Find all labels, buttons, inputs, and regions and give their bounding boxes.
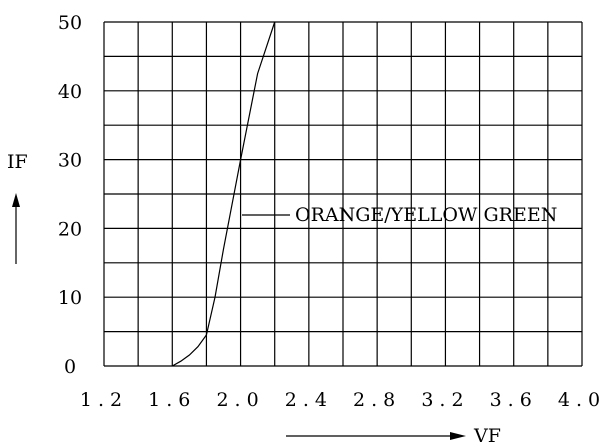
x-tick-label: 3.6 xyxy=(490,389,538,411)
x-tick-label: 1.6 xyxy=(148,389,196,411)
x-tick-label: 4.0 xyxy=(558,389,601,411)
y-tick-label: 0 xyxy=(64,356,76,378)
y-axis-arrow xyxy=(12,193,20,264)
y-tick-label: 40 xyxy=(58,81,82,103)
series-annotation: ORANGE/YELLOW GREEN xyxy=(295,204,557,226)
series-layer xyxy=(172,21,276,367)
x-tick-label: 3.2 xyxy=(421,389,469,411)
x-axis-arrow xyxy=(286,432,466,440)
y-tick-label: 50 xyxy=(58,12,82,34)
x-tick-label: 2.0 xyxy=(216,389,264,411)
x-axis-label: VF xyxy=(473,425,501,445)
x-tick-label: 2.8 xyxy=(353,389,401,411)
y-axis-label: IF xyxy=(7,151,28,173)
x-tick-label: 1.2 xyxy=(80,389,128,411)
y-tick-label: 10 xyxy=(58,287,82,309)
x-tick-label: 2.4 xyxy=(285,389,333,411)
grid xyxy=(103,21,583,367)
y-tick-label: 20 xyxy=(58,218,82,240)
y-tick-labels: 0 10 20 30 40 50 xyxy=(58,12,82,378)
series-line xyxy=(172,21,276,367)
x-tick-labels: 1.2 1.6 2.0 2.4 2.8 3.2 3.6 4.0 xyxy=(80,389,601,411)
y-tick-label: 30 xyxy=(58,150,82,172)
